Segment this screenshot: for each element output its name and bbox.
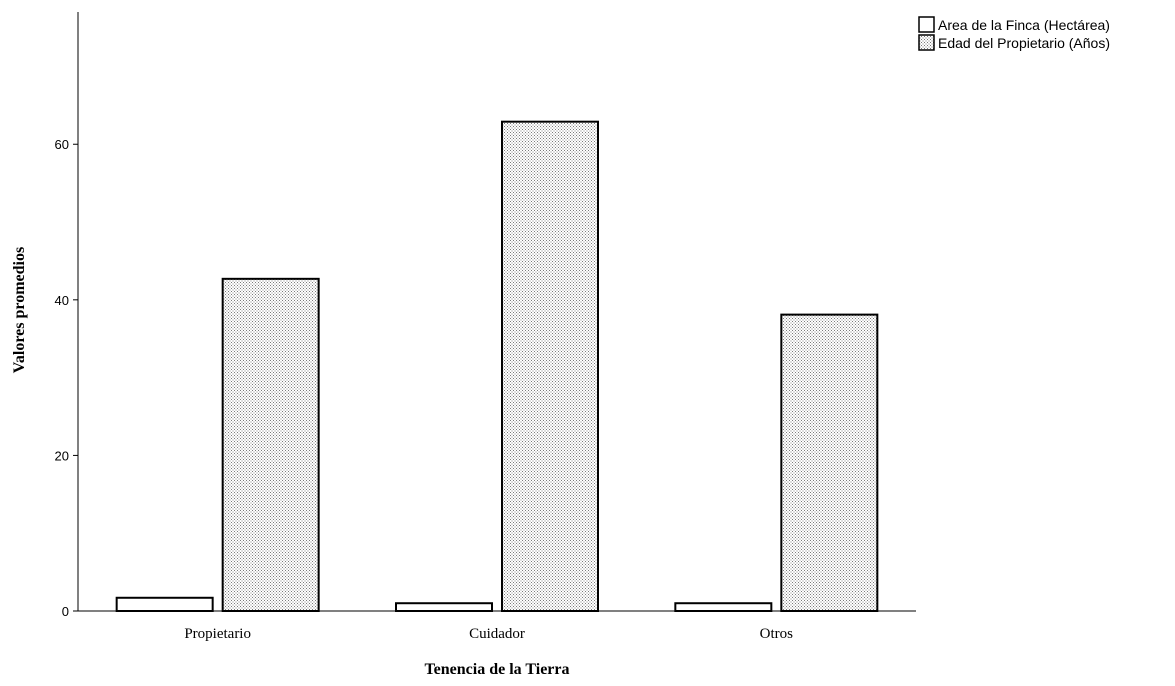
bars-layer — [115, 120, 879, 613]
bar-propietario-series-2 — [221, 277, 320, 612]
bar-otros-series-2 — [780, 313, 879, 612]
legend-label-series-1: Area de la Finca (Hectárea) — [938, 17, 1110, 33]
bar-propietario-series-1 — [115, 596, 214, 613]
y-axis-title: Valores promedios — [11, 247, 28, 373]
x-tick-label: Otros — [760, 626, 793, 642]
axes-layer: Propietario Cuidador Otros 0 20 40 60 — [55, 12, 916, 642]
bar-cuidador-series-1 — [395, 602, 493, 612]
x-tick-label: Cuidador — [469, 626, 525, 642]
y-tick-label: 40 — [55, 293, 69, 308]
legend-swatch-series-1 — [918, 16, 935, 33]
legend-label-series-2: Edad del Propietario (Años) — [938, 35, 1110, 51]
legend: Area de la Finca (Hectárea) Edad del Prop… — [918, 16, 1110, 51]
bar-otros-series-1 — [674, 602, 773, 612]
legend-swatch-series-2 — [918, 34, 935, 51]
x-axis-title: Tenencia de la Tierra — [424, 661, 569, 678]
y-tick-label: 0 — [62, 604, 69, 619]
y-tick-label: 20 — [55, 448, 69, 463]
y-tick-label: 60 — [55, 137, 69, 152]
bar-cuidador-series-2 — [501, 120, 599, 612]
x-tick-label: Propietario — [184, 626, 251, 642]
